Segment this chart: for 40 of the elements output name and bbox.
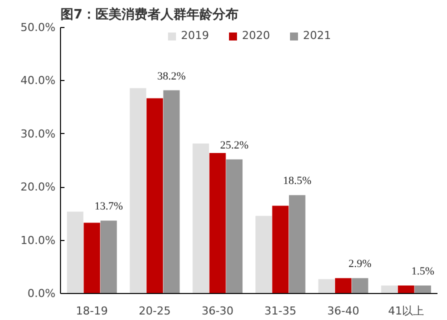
x-tick-label: 36-40 <box>327 304 360 318</box>
bar <box>255 216 272 294</box>
x-tick-label: 31-35 <box>264 304 296 318</box>
y-tick-label: 30.0% <box>20 127 56 140</box>
bar <box>226 159 243 294</box>
bar <box>318 279 335 294</box>
bar <box>163 90 180 294</box>
data-label: 2.9% <box>348 258 372 270</box>
bar <box>146 98 163 294</box>
y-tick-label: 0.0% <box>28 287 56 300</box>
bar <box>192 143 210 294</box>
x-tick-label: 20-25 <box>138 304 171 318</box>
legend-label: 2019 <box>181 29 209 42</box>
bar <box>414 286 432 294</box>
legend-label: 2020 <box>242 29 270 42</box>
legend-label: 2021 <box>303 29 331 42</box>
data-label: 25.2% <box>220 139 249 152</box>
bar <box>288 195 306 294</box>
bar <box>335 278 352 294</box>
bar <box>381 286 398 294</box>
x-tick-label: 36-30 <box>202 304 234 318</box>
data-label: 18.5% <box>282 175 312 188</box>
x-tick-label: 18-19 <box>76 304 108 318</box>
y-tick-label: 20.0% <box>20 180 56 194</box>
y-tick-label: 40.0% <box>20 74 56 88</box>
data-label: 38.2% <box>157 70 186 82</box>
y-tick-label: 10.0% <box>20 234 56 247</box>
bar <box>130 88 146 294</box>
bar <box>272 206 289 294</box>
bar <box>209 153 226 294</box>
bar <box>100 220 117 294</box>
chart-title: 图7：医美消费者人群年龄分布 <box>60 6 239 22</box>
bar <box>398 286 414 294</box>
bar <box>84 222 100 294</box>
data-label: 1.5% <box>411 266 434 278</box>
bar <box>352 278 368 294</box>
data-label: 13.7% <box>94 200 123 213</box>
x-tick-label: 41以上 <box>388 304 424 318</box>
bar <box>66 212 84 294</box>
y-tick-label: 50.0% <box>20 21 56 34</box>
